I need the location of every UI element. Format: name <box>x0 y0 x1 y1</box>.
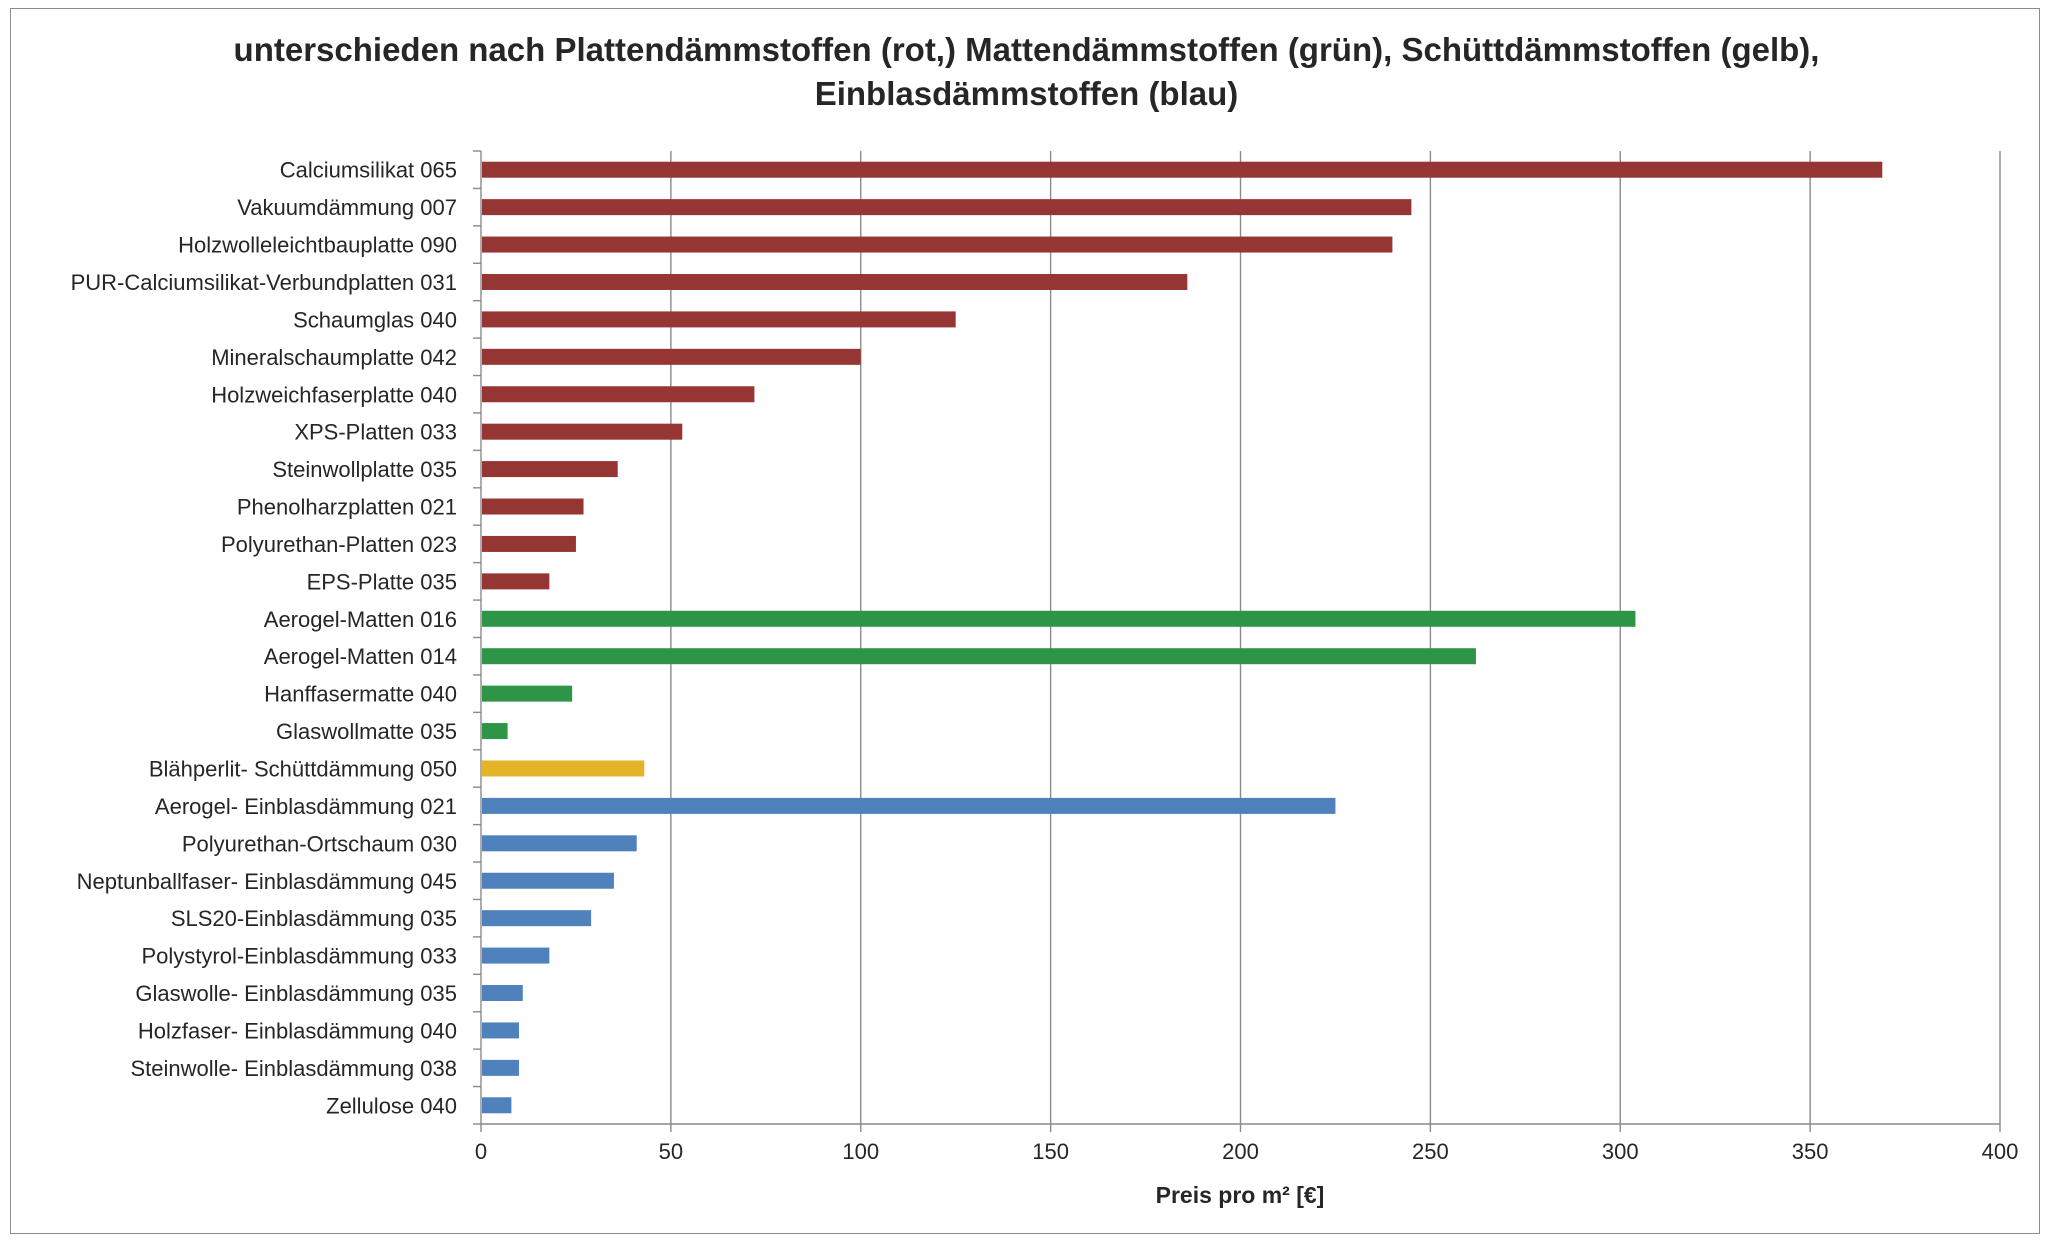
y-tick-label-5: Mineralschaumplatte 042 <box>211 345 457 370</box>
x-tick-label-1: 50 <box>659 1139 683 1164</box>
x-tick-label-2: 100 <box>842 1139 879 1164</box>
bar-12 <box>482 610 1636 627</box>
bar-14 <box>482 685 573 702</box>
x-tick-label-8: 400 <box>1982 1139 2019 1164</box>
x-tick-label-6: 300 <box>1602 1139 1639 1164</box>
bar-22 <box>482 985 523 1002</box>
y-tick-label-11: EPS-Platte 035 <box>307 569 457 594</box>
bar-5 <box>482 348 861 365</box>
bar-0 <box>482 161 1883 178</box>
y-tick-label-0: Calciumsilikat 065 <box>280 158 457 183</box>
chart-title-line-1: unterschieden nach Plattendämmstoffen (r… <box>233 31 1820 68</box>
y-tick-label-10: Polyurethan-Platten 023 <box>221 532 457 557</box>
bar-2 <box>482 236 1393 253</box>
bar-13 <box>482 648 1476 665</box>
y-tick-label-2: Holzwolleleichtbauplatte 090 <box>178 233 457 258</box>
bar-25 <box>482 1097 512 1114</box>
bar-20 <box>482 910 592 927</box>
bar-23 <box>482 1022 519 1039</box>
y-tick-label-7: XPS-Platten 033 <box>294 420 457 445</box>
x-tick-label-7: 350 <box>1792 1139 1829 1164</box>
bar-16 <box>482 760 645 777</box>
bar-3 <box>482 273 1188 290</box>
y-tick-label-13: Aerogel-Matten 014 <box>264 644 457 669</box>
y-tick-label-17: Aerogel- Einblasdämmung 021 <box>155 794 457 819</box>
y-tick-label-24: Steinwolle- Einblasdämmung 038 <box>130 1056 457 1081</box>
y-tick-label-4: Schaumglas 040 <box>293 307 457 332</box>
chart-title: unterschieden nach Plattendämmstoffen (r… <box>0 28 2053 116</box>
y-tick-label-21: Polystyrol-Einblasdämmung 033 <box>142 944 458 969</box>
y-tick-label-9: Phenolharzplatten 021 <box>237 495 457 520</box>
y-tick-label-19: Neptunballfaser- Einblasdämmung 045 <box>77 869 457 894</box>
bar-10 <box>482 535 576 552</box>
y-tick-label-8: Steinwollplatte 035 <box>272 457 457 482</box>
y-tick-label-14: Hanffasermatte 040 <box>264 682 457 707</box>
bar-18 <box>482 835 637 852</box>
y-tick-label-15: Glaswollmatte 035 <box>276 719 457 744</box>
y-tick-label-18: Polyurethan-Ortschaum 030 <box>182 831 457 856</box>
y-tick-label-16: Blähperlit- Schüttdämmung 050 <box>149 756 457 781</box>
y-tick-label-1: Vakuumdämmung 007 <box>237 195 457 220</box>
x-tick-label-4: 200 <box>1222 1139 1259 1164</box>
bar-9 <box>482 498 584 515</box>
y-tick-label-12: Aerogel-Matten 016 <box>264 607 457 632</box>
bar-11 <box>482 573 550 590</box>
bar-7 <box>482 423 683 440</box>
x-tick-label-5: 250 <box>1412 1139 1449 1164</box>
y-tick-label-6: Holzweichfaserplatte 040 <box>211 382 457 407</box>
y-tick-label-22: Glaswolle- Einblasdämmung 035 <box>135 981 457 1006</box>
x-tick-label-0: 0 <box>475 1139 487 1164</box>
x-tick-label-3: 150 <box>1032 1139 1069 1164</box>
bar-4 <box>482 311 956 328</box>
y-tick-label-25: Zellulose 040 <box>326 1093 457 1118</box>
x-axis-label: Preis pro m² [€] <box>1155 1182 1325 1208</box>
y-tick-label-20: SLS20-Einblasdämmung 035 <box>171 906 457 931</box>
bar-17 <box>482 797 1336 814</box>
y-tick-label-3: PUR-Calciumsilikat-Verbundplatten 031 <box>71 270 457 295</box>
y-tick-label-23: Holzfaser- Einblasdämmung 040 <box>138 1018 457 1043</box>
bar-1 <box>482 199 1412 216</box>
bar-15 <box>482 723 508 740</box>
chart-title-line-2: Einblasdämmstoffen (blau) <box>814 75 1239 112</box>
bar-24 <box>482 1059 519 1076</box>
bar-6 <box>482 386 755 403</box>
bar-8 <box>482 461 618 478</box>
bar-19 <box>482 872 614 889</box>
bar-21 <box>482 947 550 964</box>
